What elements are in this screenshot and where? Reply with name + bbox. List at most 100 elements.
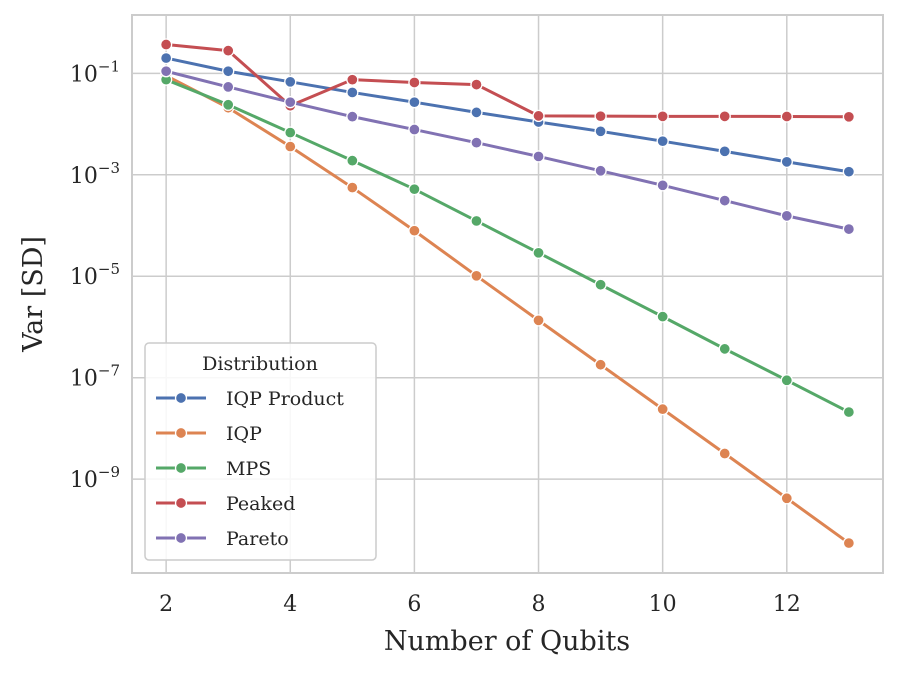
data-point-pareto bbox=[594, 164, 607, 177]
data-point-iqp-product bbox=[718, 145, 731, 158]
data-point-pareto bbox=[842, 222, 856, 236]
data-point-pareto bbox=[656, 179, 669, 192]
x-axis-title: Number of Qubits bbox=[384, 626, 630, 657]
data-point-mps bbox=[780, 374, 793, 387]
data-point-iqp bbox=[780, 492, 793, 505]
data-point-pareto bbox=[470, 136, 483, 149]
data-point-pareto bbox=[718, 194, 731, 207]
data-point-mps bbox=[718, 342, 731, 356]
x-tick-label: 10 bbox=[649, 592, 677, 617]
data-point-iqp bbox=[532, 314, 545, 327]
data-point-mps bbox=[470, 214, 483, 228]
data-point-iqp-product bbox=[842, 165, 856, 178]
data-point-mps bbox=[408, 183, 421, 196]
legend: Distribution IQP Product IQP MPS Peaked Pare… bbox=[144, 342, 377, 561]
legend-label-pareto: Pareto bbox=[226, 528, 289, 550]
data-point-iqp bbox=[656, 402, 669, 416]
data-point-peaked bbox=[594, 110, 607, 123]
legend-item-iqp: IQP bbox=[156, 423, 262, 445]
data-point-pareto bbox=[346, 110, 359, 123]
legend-label-iqp: IQP bbox=[226, 423, 262, 445]
series-line-iqp-product bbox=[165, 56, 850, 174]
y-tick-label: 10−5 bbox=[70, 260, 120, 290]
data-point-iqp-product bbox=[470, 106, 483, 119]
series-line-peaked bbox=[165, 43, 849, 119]
legend-marker-peaked bbox=[174, 496, 188, 510]
series-mps bbox=[159, 73, 856, 419]
legend-item-mps: MPS bbox=[156, 458, 271, 480]
data-point-iqp-product bbox=[594, 125, 607, 138]
data-point-pareto bbox=[159, 65, 173, 78]
data-point-peaked bbox=[159, 38, 173, 51]
series-iqp-product bbox=[159, 51, 856, 178]
data-point-mps bbox=[346, 154, 359, 167]
legend-title: Distribution bbox=[202, 353, 318, 375]
data-point-peaked bbox=[718, 110, 731, 123]
data-point-mps bbox=[594, 278, 607, 291]
data-point-iqp-product bbox=[284, 75, 297, 88]
legend-item-pareto: Pareto bbox=[156, 528, 289, 550]
series-line-iqp bbox=[165, 74, 850, 545]
data-point-iqp-product bbox=[408, 96, 421, 109]
data-point-pareto bbox=[532, 150, 545, 163]
y-tick-label: 10−9 bbox=[70, 463, 120, 493]
y-axis-title: Var [SD] bbox=[18, 236, 49, 353]
data-point-peaked bbox=[842, 110, 856, 123]
data-point-peaked bbox=[408, 76, 421, 89]
legend-label-peaked: Peaked bbox=[226, 493, 295, 515]
data-point-pareto bbox=[780, 209, 793, 223]
data-point-iqp bbox=[594, 358, 607, 371]
legend-label-mps: MPS bbox=[226, 458, 271, 480]
data-point-iqp-product bbox=[222, 65, 235, 78]
y-tick-label: 10−7 bbox=[70, 362, 120, 392]
legend-marker-iqp-product bbox=[174, 391, 188, 405]
data-point-iqp bbox=[842, 536, 856, 550]
data-point-iqp-product bbox=[159, 51, 173, 65]
data-point-peaked bbox=[470, 78, 483, 91]
data-point-mps bbox=[532, 246, 545, 259]
data-point-mps bbox=[284, 126, 297, 139]
data-point-peaked bbox=[346, 73, 359, 86]
series-peaked bbox=[159, 38, 856, 123]
y-tick-label: 10−3 bbox=[70, 159, 120, 189]
data-point-peaked bbox=[532, 109, 545, 123]
legend-items: IQP Product IQP MPS Peaked Pareto bbox=[156, 388, 344, 550]
x-tick-label: 6 bbox=[407, 592, 421, 617]
legend-label-iqp-product: IQP Product bbox=[226, 388, 344, 410]
series-line-mps bbox=[165, 78, 850, 414]
data-point-iqp bbox=[470, 269, 483, 282]
x-tick-label: 2 bbox=[159, 592, 173, 617]
legend-marker-mps bbox=[174, 461, 188, 475]
plot-frame bbox=[131, 14, 884, 574]
data-point-mps bbox=[222, 98, 235, 111]
data-point-iqp-product bbox=[656, 135, 669, 148]
data-point-iqp bbox=[408, 224, 421, 237]
y-axis-tick-labels: 10−1 10−3 10−5 10−7 10−9 bbox=[70, 57, 120, 493]
series-pareto bbox=[159, 65, 856, 236]
x-tick-label: 12 bbox=[773, 592, 801, 617]
data-point-pareto bbox=[284, 96, 297, 109]
data-point-peaked bbox=[780, 110, 793, 123]
legend-item-peaked: Peaked bbox=[156, 493, 295, 515]
data-point-mps bbox=[656, 310, 669, 323]
legend-item-iqp-product: IQP Product bbox=[156, 388, 344, 410]
x-axis-tick-labels: 2 4 6 8 10 12 bbox=[159, 592, 801, 617]
x-tick-label: 8 bbox=[532, 592, 546, 617]
data-point-peaked bbox=[656, 110, 669, 123]
series-group bbox=[159, 38, 856, 550]
legend-marker-iqp bbox=[174, 426, 188, 440]
x-tick-label: 4 bbox=[283, 592, 297, 617]
y-tick-label: 10−1 bbox=[70, 57, 120, 87]
data-point-iqp-product bbox=[346, 86, 359, 99]
series-line-pareto bbox=[165, 69, 850, 231]
data-point-pareto bbox=[222, 80, 235, 94]
data-point-pareto bbox=[408, 123, 421, 136]
data-point-iqp bbox=[718, 447, 731, 460]
series-iqp bbox=[159, 69, 856, 550]
data-point-mps bbox=[842, 405, 856, 419]
legend-marker-pareto bbox=[174, 531, 188, 545]
data-point-iqp bbox=[284, 140, 297, 153]
data-point-iqp-product bbox=[780, 155, 793, 168]
data-point-iqp bbox=[346, 181, 359, 194]
